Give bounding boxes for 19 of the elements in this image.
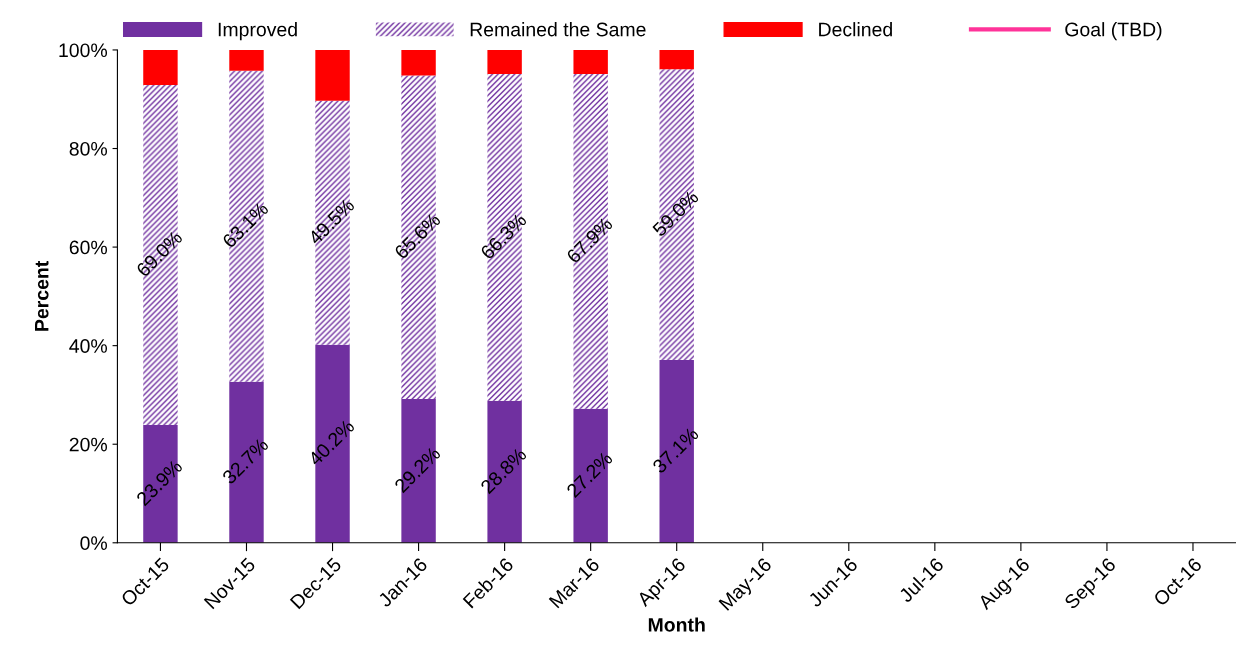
bar — [229, 49, 264, 71]
bar — [143, 49, 178, 85]
y-tick-label: 60% — [69, 240, 108, 255]
bar — [487, 49, 522, 75]
bar — [659, 49, 694, 70]
x-axis-title: Month — [648, 617, 705, 632]
y-tick-label: 100% — [59, 43, 108, 58]
bar — [401, 49, 436, 76]
legend-label: Goal (TBD) — [1065, 22, 1162, 41]
legend-label: Remained the Same — [470, 22, 646, 37]
y-tick-label: 0% — [80, 536, 108, 551]
bar — [573, 49, 608, 75]
y-axis-title: Percent — [35, 260, 49, 331]
y-tick-label: 80% — [69, 141, 108, 156]
legend-label: Improved — [218, 22, 297, 41]
y-tick-label: 20% — [69, 437, 108, 452]
y-tick-label: 40% — [69, 339, 108, 353]
bar — [315, 49, 350, 101]
legend-label: Declined — [819, 22, 892, 37]
